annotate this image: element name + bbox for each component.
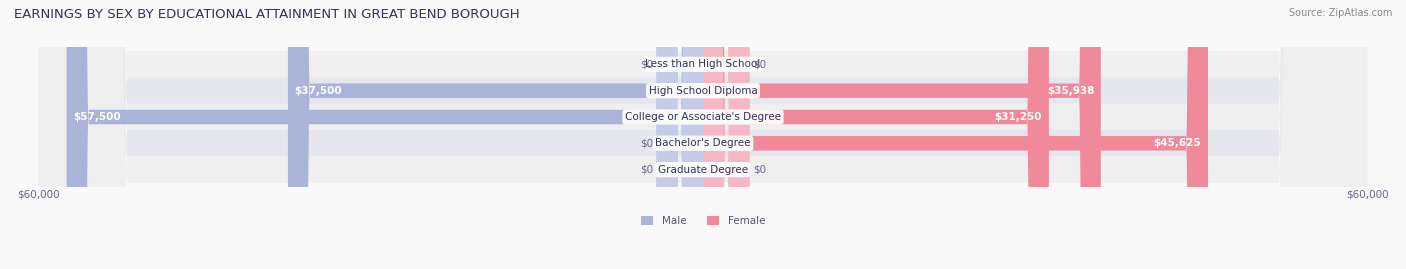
Text: $0: $0: [752, 59, 766, 69]
FancyBboxPatch shape: [39, 0, 1367, 269]
FancyBboxPatch shape: [657, 0, 703, 269]
Text: Source: ZipAtlas.com: Source: ZipAtlas.com: [1288, 8, 1392, 18]
FancyBboxPatch shape: [39, 0, 1367, 269]
Text: $45,625: $45,625: [1154, 138, 1201, 148]
FancyBboxPatch shape: [703, 0, 1208, 269]
FancyBboxPatch shape: [39, 0, 1367, 269]
Text: $0: $0: [640, 165, 654, 175]
Text: $0: $0: [640, 59, 654, 69]
FancyBboxPatch shape: [657, 0, 703, 269]
FancyBboxPatch shape: [39, 0, 1367, 269]
FancyBboxPatch shape: [66, 0, 703, 269]
Text: High School Diploma: High School Diploma: [648, 86, 758, 96]
Text: College or Associate's Degree: College or Associate's Degree: [626, 112, 780, 122]
Text: $37,500: $37,500: [295, 86, 342, 96]
FancyBboxPatch shape: [703, 0, 749, 269]
Text: $0: $0: [752, 165, 766, 175]
Text: Less than High School: Less than High School: [645, 59, 761, 69]
FancyBboxPatch shape: [39, 0, 1367, 269]
Text: $57,500: $57,500: [73, 112, 121, 122]
Text: $0: $0: [640, 138, 654, 148]
Text: $31,250: $31,250: [994, 112, 1042, 122]
Legend: Male, Female: Male, Female: [637, 212, 769, 230]
Text: Bachelor's Degree: Bachelor's Degree: [655, 138, 751, 148]
FancyBboxPatch shape: [703, 0, 749, 269]
FancyBboxPatch shape: [703, 0, 1101, 269]
FancyBboxPatch shape: [703, 0, 1049, 269]
FancyBboxPatch shape: [288, 0, 703, 269]
Text: $35,938: $35,938: [1046, 86, 1094, 96]
Text: EARNINGS BY SEX BY EDUCATIONAL ATTAINMENT IN GREAT BEND BOROUGH: EARNINGS BY SEX BY EDUCATIONAL ATTAINMEN…: [14, 8, 520, 21]
FancyBboxPatch shape: [657, 0, 703, 269]
Text: Graduate Degree: Graduate Degree: [658, 165, 748, 175]
